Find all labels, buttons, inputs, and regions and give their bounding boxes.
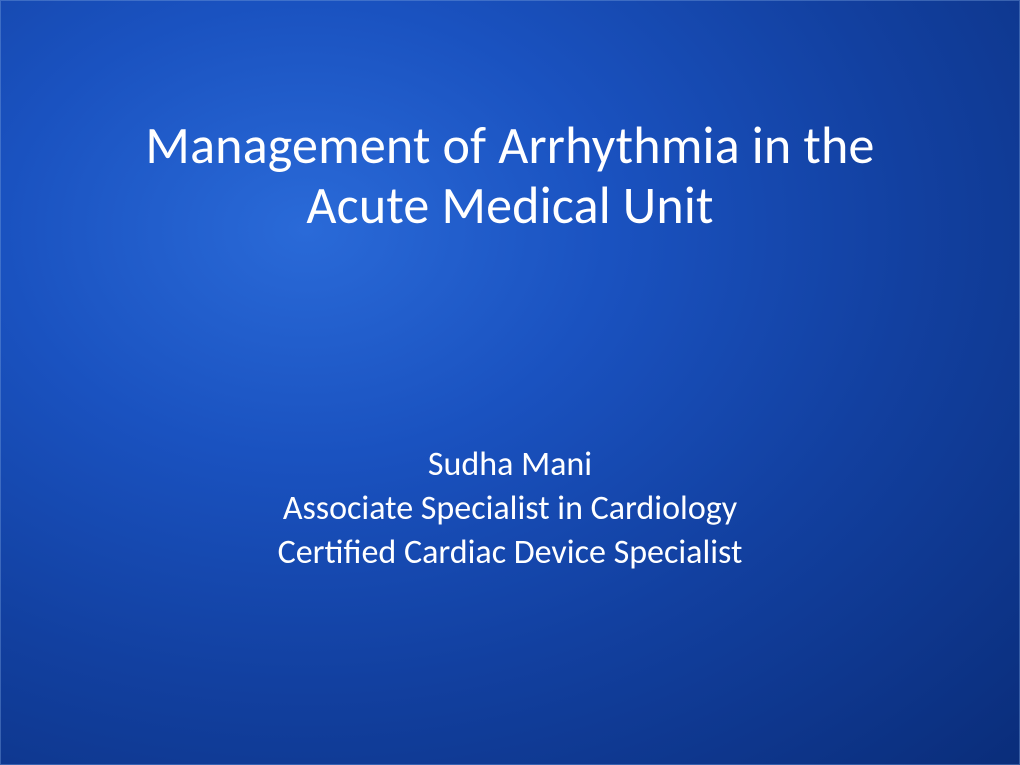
slide-inner-frame: Management of Arrhythmia in the Acute Me…	[0, 0, 1020, 765]
title-block: Management of Arrhythmia in the Acute Me…	[1, 116, 1019, 236]
presentation-slide: Management of Arrhythmia in the Acute Me…	[0, 0, 1020, 765]
author-name: Sudha Mani	[81, 443, 939, 487]
slide-title: Management of Arrhythmia in the Acute Me…	[81, 116, 939, 236]
author-title-2: Certified Cardiac Device Specialist	[81, 531, 939, 575]
author-title-1: Associate Specialist in Cardiology	[81, 487, 939, 531]
subtitle-block: Sudha Mani Associate Specialist in Cardi…	[1, 443, 1019, 576]
